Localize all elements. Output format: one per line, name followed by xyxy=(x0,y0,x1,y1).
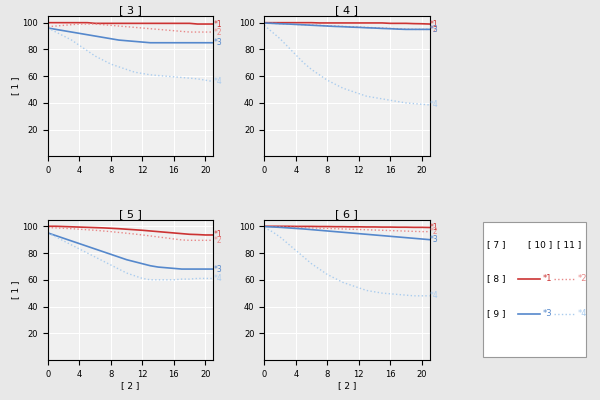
Text: *4: *4 xyxy=(430,291,438,300)
Title: [ 4 ]: [ 4 ] xyxy=(335,5,358,15)
Text: [ 7 ]: [ 7 ] xyxy=(487,240,506,249)
Text: *4: *4 xyxy=(577,309,587,318)
Text: *1: *1 xyxy=(213,230,222,240)
Title: [ 6 ]: [ 6 ] xyxy=(335,209,358,219)
FancyBboxPatch shape xyxy=(483,222,586,357)
Text: *2: *2 xyxy=(430,25,438,34)
Text: *1: *1 xyxy=(213,20,222,28)
Text: *3: *3 xyxy=(430,25,438,34)
Text: *3: *3 xyxy=(430,235,438,244)
Text: [ 10 ]: [ 10 ] xyxy=(527,240,552,249)
Text: *2: *2 xyxy=(213,28,222,36)
Text: *4: *4 xyxy=(213,77,222,86)
Text: *3: *3 xyxy=(213,264,222,274)
X-axis label: [ 2 ]: [ 2 ] xyxy=(338,382,356,390)
Text: *2: *2 xyxy=(213,236,222,245)
Text: *4: *4 xyxy=(213,274,222,283)
X-axis label: [ 2 ]: [ 2 ] xyxy=(121,382,140,390)
Y-axis label: [ 1 ]: [ 1 ] xyxy=(11,77,20,96)
Text: [ 8 ]: [ 8 ] xyxy=(487,274,506,283)
Title: [ 5 ]: [ 5 ] xyxy=(119,209,142,219)
Text: *1: *1 xyxy=(430,223,438,232)
Text: [ 11 ]: [ 11 ] xyxy=(557,240,581,249)
Text: *2: *2 xyxy=(430,227,438,236)
Title: [ 3 ]: [ 3 ] xyxy=(119,5,142,15)
Text: *3: *3 xyxy=(213,38,222,47)
Text: [ 9 ]: [ 9 ] xyxy=(487,309,506,318)
Text: *3: *3 xyxy=(543,309,553,318)
Text: *4: *4 xyxy=(430,100,438,110)
Text: *1: *1 xyxy=(543,274,553,283)
Text: *2: *2 xyxy=(577,274,587,283)
Y-axis label: [ 1 ]: [ 1 ] xyxy=(11,280,20,299)
Text: *1: *1 xyxy=(430,20,438,28)
